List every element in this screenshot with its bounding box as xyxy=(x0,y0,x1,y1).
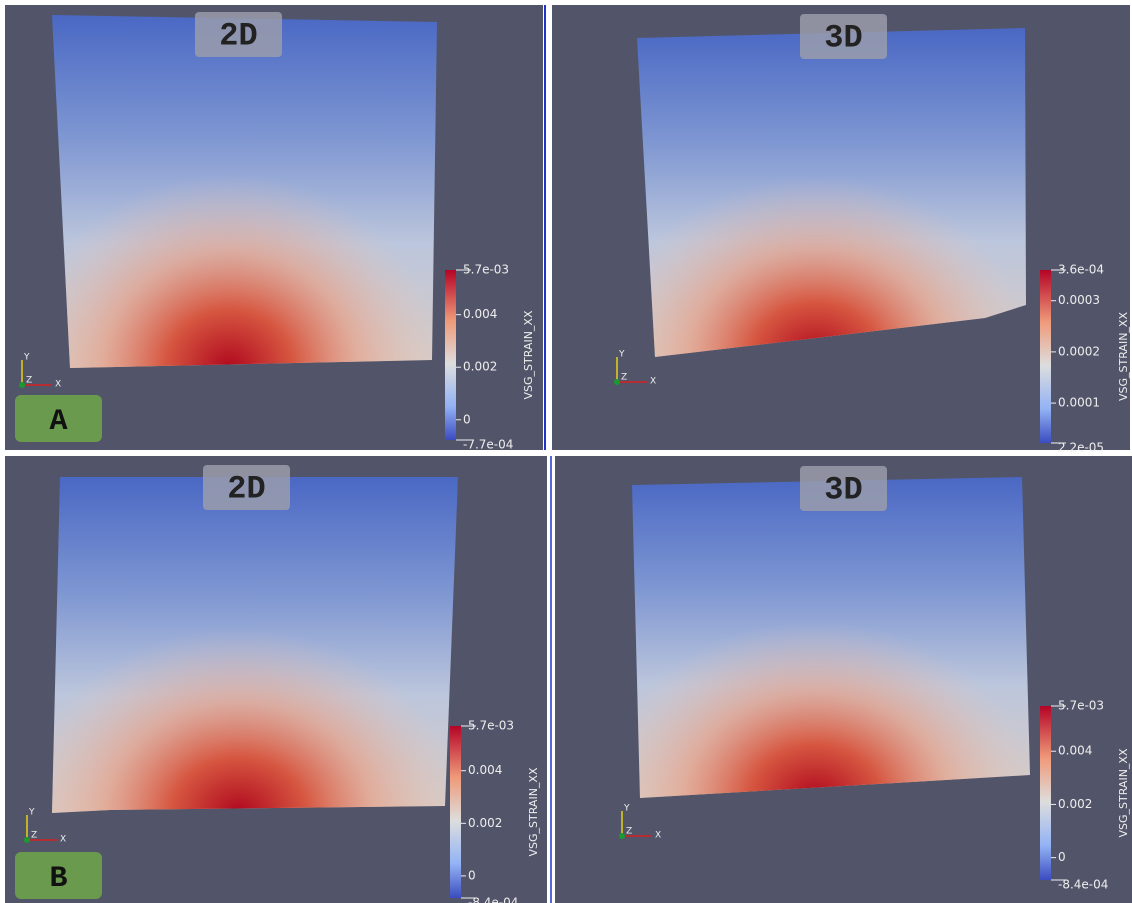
colorbar-label: 0.0002 xyxy=(1058,344,1100,358)
colorbar xyxy=(445,270,456,440)
colorbar-label: 5.7e-03 xyxy=(468,719,514,733)
axis-z xyxy=(24,837,30,843)
axis-z xyxy=(619,833,625,839)
mesh-strain xyxy=(637,28,1026,357)
axis-z xyxy=(19,382,25,388)
axis-y-label: Y xyxy=(28,808,35,818)
axis-y-label: Y xyxy=(618,350,625,360)
view-title: 2D xyxy=(227,470,265,507)
colorbar-label: 0.002 xyxy=(468,816,502,830)
view-title-box xyxy=(203,465,290,510)
axis-z-label: Z xyxy=(626,827,632,837)
colorbar-label: 2.2e-05 xyxy=(1058,441,1104,455)
colorbar-label: 5.7e-03 xyxy=(463,263,509,277)
axis-z-label: Z xyxy=(31,831,37,841)
axis-x-label: X xyxy=(650,377,656,387)
view-title: 2D xyxy=(219,17,257,54)
colorbar-label: 0 xyxy=(463,412,471,426)
colorbar-title: VSG_STRAIN_XX xyxy=(527,767,540,856)
mesh-strain xyxy=(52,15,437,368)
mesh-strain xyxy=(52,477,458,813)
colorbar-label: 0 xyxy=(468,868,476,882)
view-title-box xyxy=(195,12,282,57)
axis-z-label: Z xyxy=(26,376,32,386)
axis-y-label: Y xyxy=(623,804,630,814)
colorbar-label: 0.002 xyxy=(1058,797,1092,811)
colorbar-label: 3.6e-04 xyxy=(1058,263,1104,277)
row-label-box xyxy=(15,852,102,899)
colorbar xyxy=(1040,706,1051,880)
axis-x-label: X xyxy=(55,380,61,390)
colorbar-label: -8.4e-04 xyxy=(1058,878,1108,892)
view-title: 3D xyxy=(824,19,862,56)
axis-x-label: X xyxy=(60,835,66,845)
colorbar-label: 0.002 xyxy=(463,360,497,374)
colorbar-label: -7.7e-04 xyxy=(463,438,513,452)
axis-z-label: Z xyxy=(621,373,627,383)
view-title-box xyxy=(800,466,887,511)
row-label: A xyxy=(49,405,67,439)
colorbar-label: 0.0001 xyxy=(1058,396,1100,410)
view-title-box xyxy=(800,14,887,59)
axis-y-label: Y xyxy=(23,353,30,363)
view-title: 3D xyxy=(824,471,862,508)
colorbar xyxy=(450,726,461,898)
colorbar-label: 5.7e-03 xyxy=(1058,699,1104,713)
colorbar-label: 0 xyxy=(1058,850,1066,864)
colorbar-title: VSG_STRAIN_XX xyxy=(1117,312,1130,401)
colorbar-label: 0.0003 xyxy=(1058,293,1100,307)
colorbar-label: -8.4e-04 xyxy=(468,896,518,903)
colorbar-label: 0.004 xyxy=(1058,744,1092,758)
mesh-strain xyxy=(632,477,1030,798)
colorbar-title: VSG_STRAIN_XX xyxy=(522,310,535,399)
colorbar-label: 0.004 xyxy=(468,763,502,777)
colorbar xyxy=(1040,270,1051,443)
row-label-box xyxy=(15,395,102,442)
row-label: B xyxy=(49,862,67,896)
axis-z xyxy=(614,379,620,385)
axis-x-label: X xyxy=(655,831,661,841)
colorbar-label: 0.004 xyxy=(463,307,497,321)
colorbar-title: VSG_STRAIN_XX xyxy=(1117,748,1130,837)
